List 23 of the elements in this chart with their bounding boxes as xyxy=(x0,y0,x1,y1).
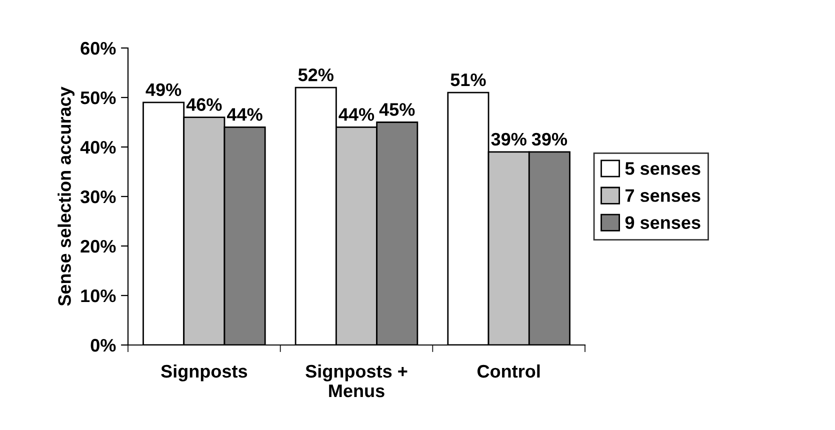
data-label: 39% xyxy=(491,132,526,146)
data-label: 44% xyxy=(226,108,262,121)
y-tick-label: 30% xyxy=(80,190,116,204)
data-label: 51% xyxy=(450,73,486,86)
y-tick-label: 50% xyxy=(80,91,116,104)
x-tick-label: Control xyxy=(477,364,540,378)
data-label: 44% xyxy=(338,108,374,121)
data-label: 49% xyxy=(146,83,182,96)
y-axis-title: Sense selection accuracy xyxy=(58,86,74,306)
x-tick-label: Signposts xyxy=(161,364,248,382)
y-tick-label: 10% xyxy=(81,289,116,302)
data-label: 52% xyxy=(298,68,334,82)
legend-label: 7 senses xyxy=(626,189,700,202)
x-tick-label: Signposts + Menus xyxy=(306,364,408,398)
data-label: 39% xyxy=(532,132,568,146)
legend-label: 5 senses xyxy=(625,162,700,175)
y-tick-label: 0% xyxy=(90,338,116,352)
data-label: 45% xyxy=(379,103,415,116)
y-tick-label: 60% xyxy=(80,42,116,55)
data-label: 46% xyxy=(186,98,222,111)
legend-label: 9 senses xyxy=(625,216,700,229)
y-tick-label: 20% xyxy=(80,240,116,253)
y-tick-label: 40% xyxy=(80,140,116,154)
